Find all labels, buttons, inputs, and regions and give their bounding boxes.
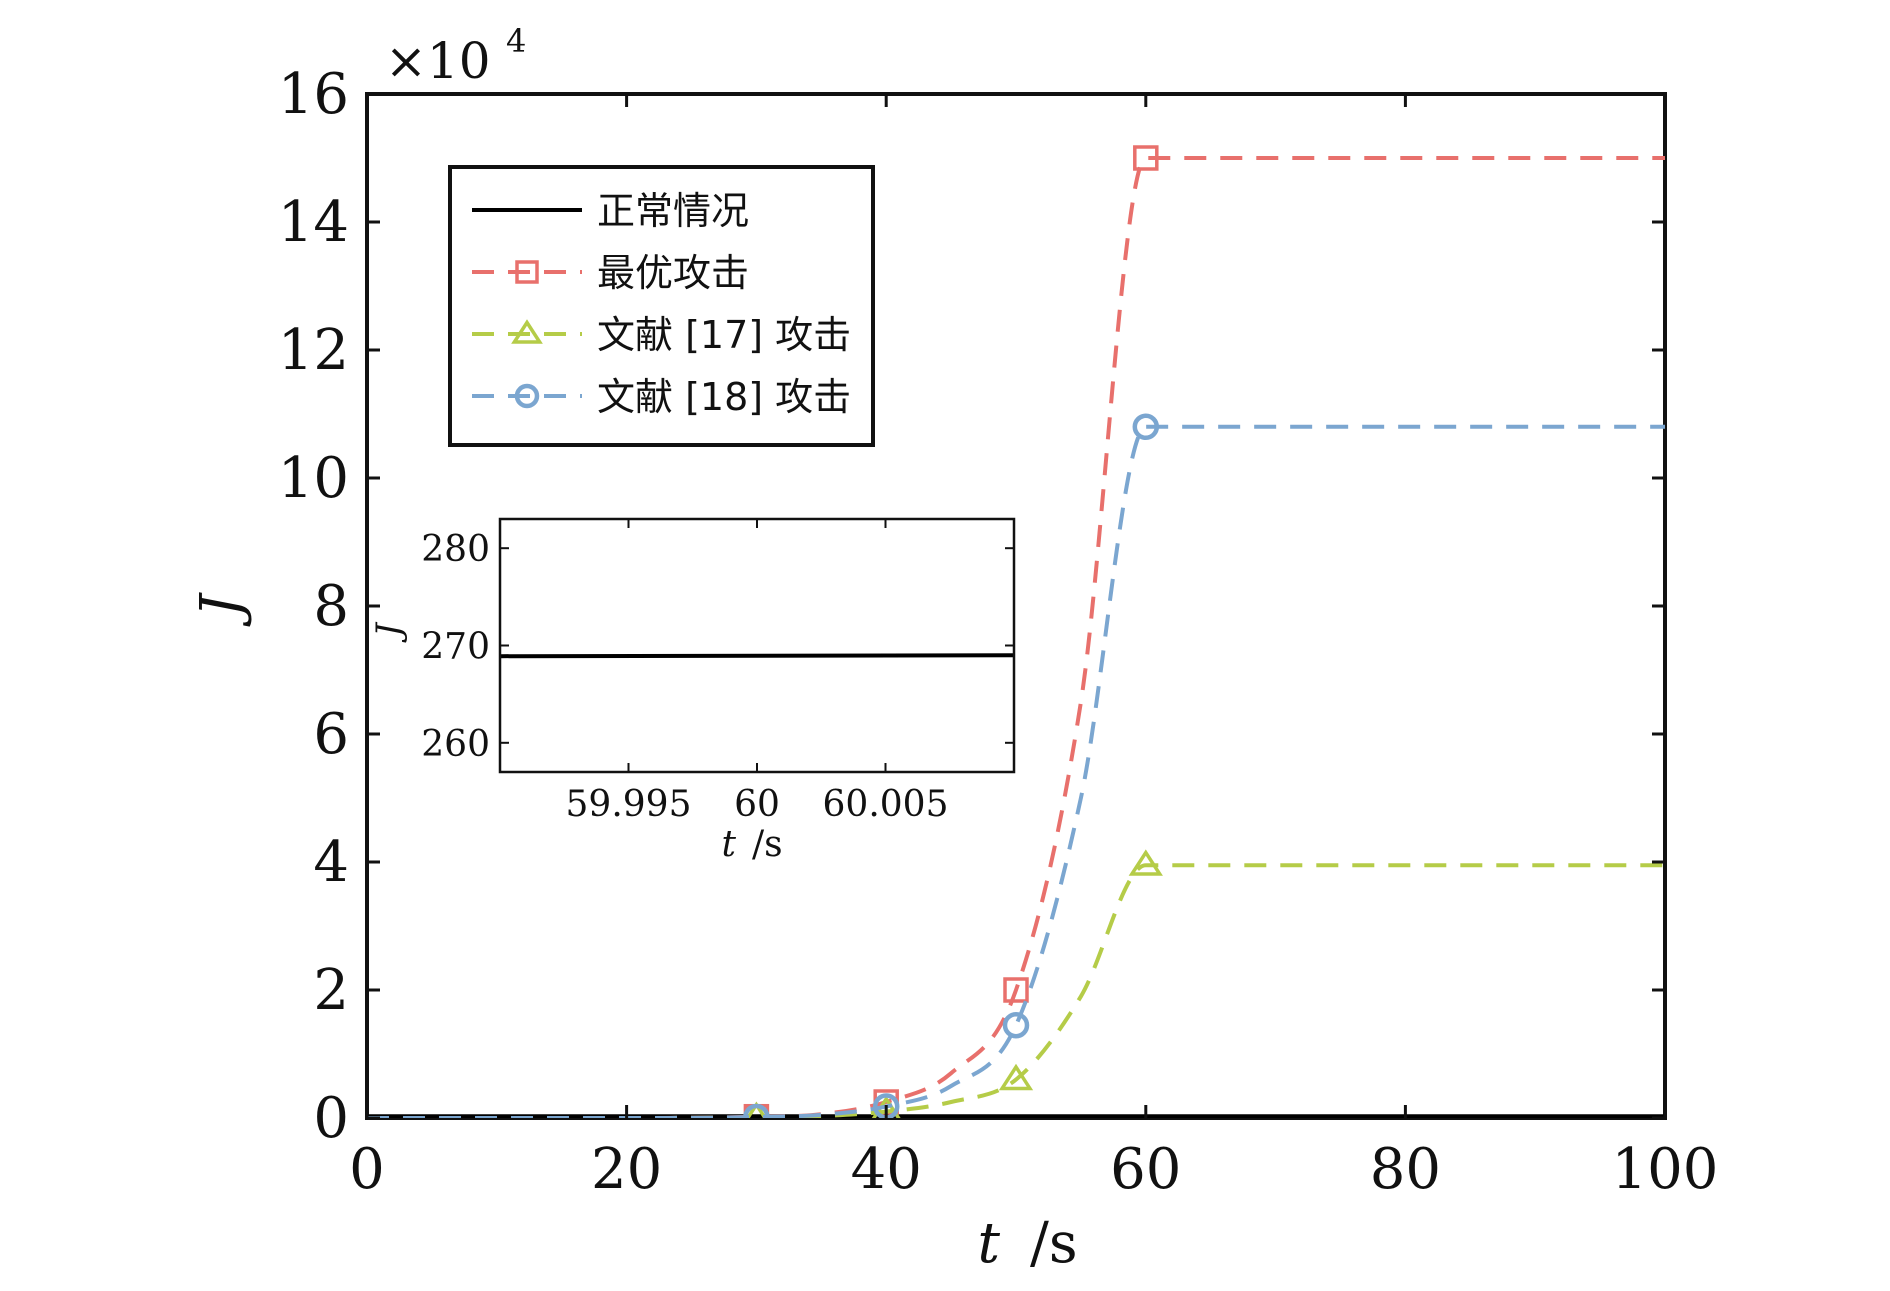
series-1-marker-2 (1003, 977, 1029, 1003)
series-1-marker-3 (1133, 145, 1159, 171)
inset-series-line-0 (499, 653, 1015, 659)
inset-y-tick-label-1: 270 (421, 627, 490, 668)
y-tick-label-4: 8 (313, 574, 349, 639)
x-tick-label-1: 20 (591, 1137, 662, 1202)
inset-x-tick-label-2: 60.005 (823, 784, 949, 825)
inset-y-axis-label: J (369, 621, 409, 643)
x-axis-label: t (977, 1211, 1000, 1276)
legend-label-3: 文献 [18] 攻击 (597, 375, 851, 419)
main-x-axis: 0 20 40 60 80 100 (349, 94, 1718, 1202)
legend-item-2: 文献 [17] 攻击 (472, 313, 851, 357)
inset-background (500, 519, 1014, 772)
y-tick-label-0: 0 (313, 1086, 349, 1151)
legend-label-2: 文献 [17] 攻击 (597, 313, 851, 357)
y-tick-label-6: 12 (278, 318, 349, 383)
x-tick-label-2: 40 (851, 1137, 922, 1202)
y-tick-label-7: 14 (278, 190, 349, 255)
main-plot: 0 20 40 60 80 100 0 2 4 6 8 10 12 14 16 t /s J ×10 4 (189, 22, 1718, 1276)
legend-label-0: 正常情况 (597, 189, 749, 233)
x-tick-label-5: 100 (1612, 1137, 1719, 1202)
inset-series-group (499, 653, 1015, 659)
x-tick-label-4: 80 (1370, 1137, 1441, 1202)
inset-x-tick-label-1: 60 (734, 784, 780, 825)
series-2-marker-3 (1128, 849, 1163, 876)
y-tick-label-8: 16 (278, 62, 349, 127)
inset-x-axis-unit: /s (752, 824, 783, 865)
x-axis-unit: /s (1030, 1211, 1078, 1276)
inset-x-axis: 59.995 60 60.005 (566, 519, 949, 825)
y-tick-label-1: 2 (313, 958, 349, 1023)
inset-y-axis: 260 270 280 (421, 529, 1014, 765)
inset-y-tick-label-2: 280 (421, 529, 490, 570)
inset-x-axis-label: t (722, 824, 737, 865)
inset-y-tick-label-0: 260 (421, 724, 490, 765)
legend-swatch-marker-3 (514, 383, 540, 409)
series-3-marker-0 (743, 1103, 770, 1118)
inset-x-tick-label-0: 59.995 (566, 784, 692, 825)
y-axis-label: J (189, 591, 254, 627)
legend-item-0: 正常情况 (472, 189, 749, 233)
legend-box (448, 165, 875, 447)
legend-item-3: 文献 [18] 攻击 (472, 375, 851, 419)
y-axis-multiplier: ×10 (385, 32, 491, 90)
legend-label-1: 最优攻击 (597, 251, 749, 295)
x-tick-label-3: 60 (1110, 1137, 1181, 1202)
legend-swatch-marker-1 (515, 260, 539, 284)
main-y-axis: 0 2 4 6 8 10 12 14 16 (278, 62, 1665, 1151)
inset-plot: 59.995 60 60.005 260 270 280 t /s J (369, 517, 1016, 865)
x-tick-label-0: 0 (349, 1137, 385, 1202)
y-tick-label-5: 10 (278, 446, 349, 511)
series-2-marker-2 (998, 1063, 1034, 1091)
y-tick-label-2: 4 (313, 830, 349, 895)
series-3-marker-3 (1132, 413, 1160, 441)
legend-swatch-marker-2 (511, 319, 543, 344)
y-tick-label-3: 6 (313, 702, 349, 767)
legend-item-1: 最优攻击 (472, 251, 749, 295)
series-3-marker-2 (1002, 1011, 1030, 1039)
y-axis-multiplier-exponent: 4 (506, 22, 526, 60)
